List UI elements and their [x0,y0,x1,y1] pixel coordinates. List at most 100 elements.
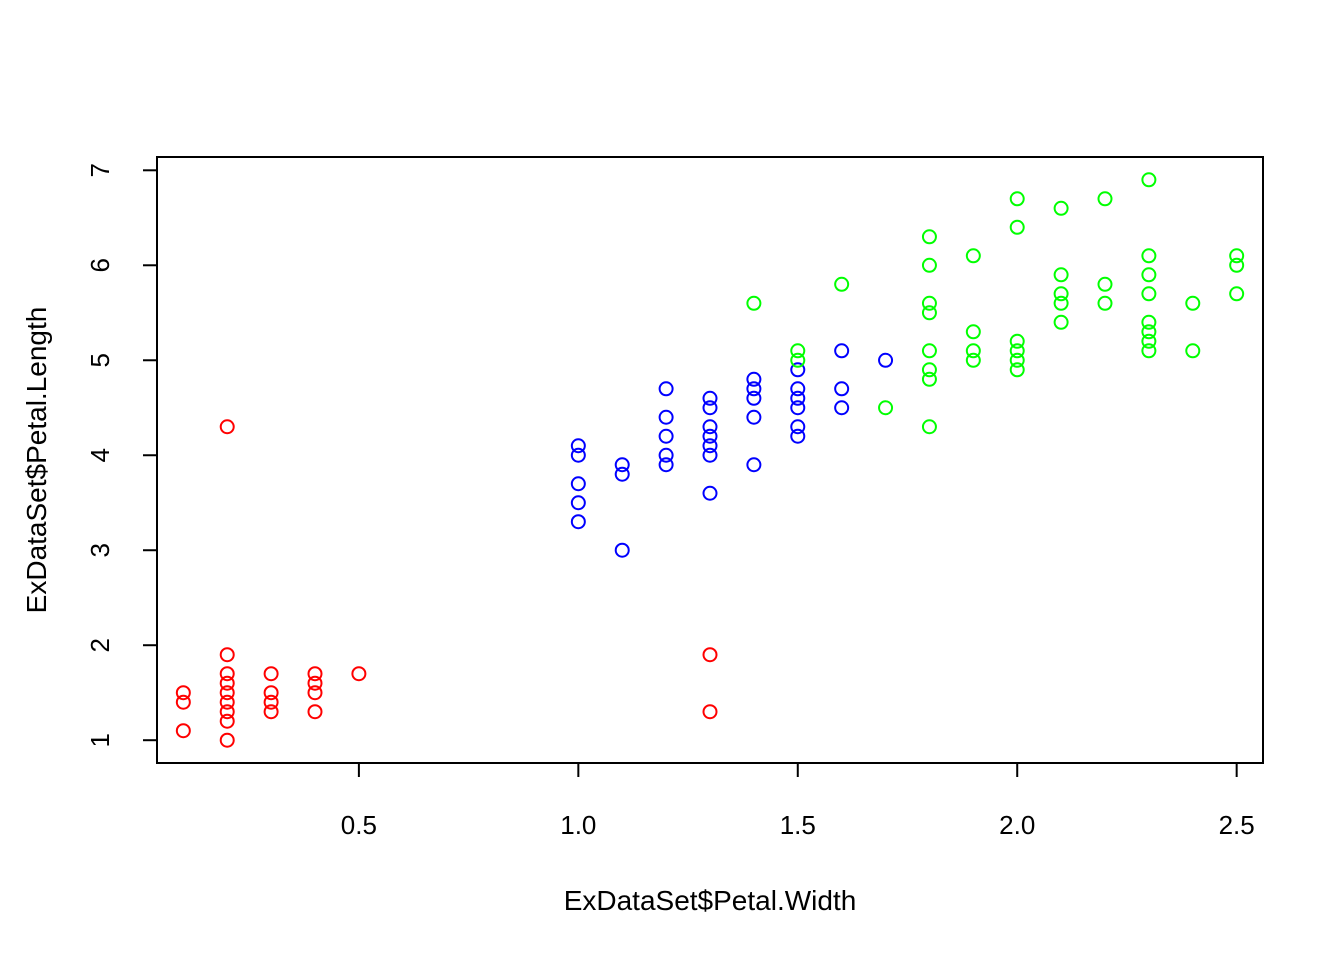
data-point [658,409,674,425]
data-point [1053,267,1069,283]
data-point [834,400,850,416]
y-axis-title: ExDataSet$Petal.Length [21,307,52,614]
data-point [658,428,674,444]
data-point [263,694,279,710]
x-tick-label: 1.5 [780,810,816,840]
data-point [1009,191,1025,207]
x-tick-label: 1.0 [560,810,596,840]
data-point [1141,286,1157,302]
data-point [614,542,630,558]
data-point [219,666,235,682]
data-point [702,647,718,663]
data-point [965,324,981,340]
plot-frame [156,156,1264,764]
data-point [307,704,323,720]
data-point [219,732,235,748]
y-tick-label: 7 [85,163,115,177]
data-point [1229,257,1245,273]
data-point [1009,362,1025,378]
data-point [1009,352,1025,368]
data-point [658,457,674,473]
data-point [219,647,235,663]
data-point [1097,276,1113,292]
data-point [921,343,937,359]
data-point [790,381,806,397]
data-point [790,390,806,406]
data-point [702,419,718,435]
data-point [570,495,586,511]
data-point [921,257,937,273]
data-point [790,400,806,416]
data-point [790,362,806,378]
x-tick-label: 2.5 [1219,810,1255,840]
data-point [219,704,235,720]
data-point [878,352,894,368]
data-point [263,704,279,720]
data-point [307,685,323,701]
data-point [219,675,235,691]
y-tick-label: 6 [85,258,115,272]
data-point [790,343,806,359]
data-point [921,362,937,378]
data-point [1141,172,1157,188]
data-point [1185,343,1201,359]
data-point [1141,267,1157,283]
y-tick-label: 5 [85,353,115,367]
data-point [921,419,937,435]
data-point [1185,295,1201,311]
data-point [1141,248,1157,264]
y-tick-label: 4 [85,448,115,462]
data-point [1053,286,1069,302]
data-point [702,438,718,454]
data-point [702,704,718,720]
data-point [702,447,718,463]
data-point [746,371,762,387]
data-point [614,457,630,473]
y-axis: 1 2 3 4 5 6 7 [85,163,158,747]
y-tick-label: 1 [85,733,115,747]
data-point [746,409,762,425]
data-point [965,248,981,264]
x-tick-label: 2.0 [999,810,1035,840]
data-point [1053,314,1069,330]
data-point [219,685,235,701]
data-point [921,229,937,245]
data-point [1097,191,1113,207]
data-point [834,343,850,359]
data-point [570,476,586,492]
data-point [175,723,191,739]
data-point [1141,333,1157,349]
data-point [1009,219,1025,235]
data-point [921,371,937,387]
data-point [175,685,191,701]
data-point [1009,333,1025,349]
data-point [307,666,323,682]
data-point [1229,248,1245,264]
data-point [658,447,674,463]
data-point [219,694,235,710]
x-axis: 0.5 1.0 1.5 2.0 2.5 [341,762,1255,840]
data-point [965,343,981,359]
data-point [1229,286,1245,302]
y-tick-label: 2 [85,638,115,652]
data-point [263,685,279,701]
data-points [175,172,1245,748]
y-tick-label: 3 [85,543,115,557]
data-point [570,447,586,463]
data-point [702,400,718,416]
data-point [351,666,367,682]
data-point [307,675,323,691]
data-point [263,666,279,682]
data-point [834,381,850,397]
data-point [219,419,235,435]
data-point [1141,324,1157,340]
data-point [702,428,718,444]
data-point [1053,200,1069,216]
data-point [219,713,235,729]
data-point [790,419,806,435]
data-point [175,694,191,710]
data-point [834,276,850,292]
data-point [878,400,894,416]
data-point [614,466,630,482]
data-point [1141,343,1157,359]
